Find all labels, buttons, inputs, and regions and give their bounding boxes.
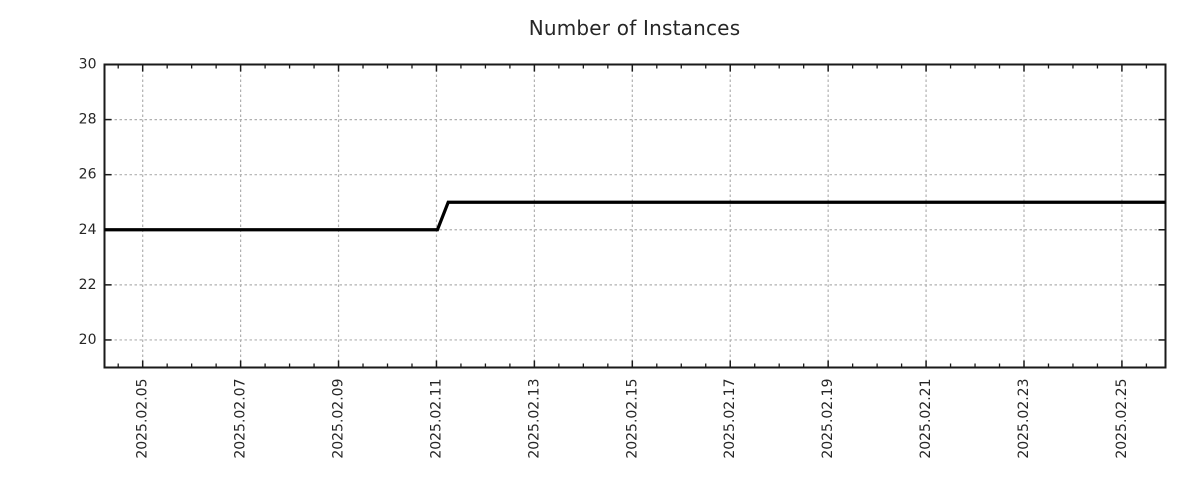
chart-title: Number of Instances bbox=[528, 16, 741, 40]
x-axis-tick-label: 2025.02.17 bbox=[722, 379, 738, 459]
x-axis-tick-label: 2025.02.07 bbox=[233, 379, 249, 459]
x-axis-tick-label: 2025.02.21 bbox=[918, 379, 934, 459]
x-axis-tick-label: 2025.02.19 bbox=[820, 379, 836, 459]
plot-border bbox=[103, 63, 1167, 369]
y-axis-tick-label: 30 bbox=[79, 57, 97, 73]
data-line-instances bbox=[104, 200, 1166, 232]
x-axis-tick-label: 2025.02.11 bbox=[428, 379, 444, 459]
x-axis-tick-label: 2025.02.15 bbox=[624, 379, 640, 459]
y-axis-tick-label: 26 bbox=[79, 167, 97, 183]
x-axis-tick-label: 2025.02.23 bbox=[1016, 379, 1032, 459]
y-axis-tick-label: 24 bbox=[79, 222, 97, 238]
x-axis-tick-label: 2025.02.09 bbox=[331, 379, 347, 459]
x-axis-tick-label: 2025.02.25 bbox=[1114, 379, 1130, 459]
y-axis-tick-label: 28 bbox=[79, 112, 97, 128]
y-axis-tick-label: 20 bbox=[79, 332, 97, 348]
x-axis-tick-label: 2025.02.05 bbox=[135, 379, 151, 459]
y-axis-tick-label: 22 bbox=[79, 277, 97, 293]
x-axis-tick-label: 2025.02.13 bbox=[526, 379, 542, 459]
